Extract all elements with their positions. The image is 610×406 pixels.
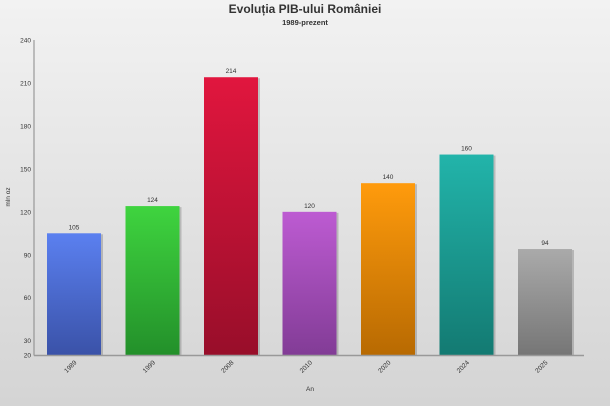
data-label: 160	[461, 146, 472, 153]
y-tick-label: 30	[24, 338, 32, 345]
y-tick-label: 240	[20, 38, 31, 45]
data-label: 214	[226, 68, 237, 75]
y-tick-label: 180	[20, 123, 31, 130]
y-tick-label: 90	[24, 252, 32, 259]
y-tick-label: 120	[20, 209, 31, 216]
chart-subtitle: 1989-prezent	[282, 18, 328, 27]
bar-1999	[125, 206, 180, 355]
data-label: 105	[69, 224, 80, 231]
chart-title: Evoluția PIB-ului României	[229, 2, 382, 16]
x-axis-label: An	[306, 386, 314, 393]
x-tick-label: 2020	[377, 359, 392, 374]
y-tick-label: 60	[24, 295, 32, 302]
x-tick-label: 1999	[142, 359, 157, 374]
y-tick-label: 20	[24, 353, 32, 360]
bar-2024	[439, 154, 494, 355]
data-label: 140	[383, 174, 394, 181]
data-label: 120	[304, 203, 315, 210]
bar-1989	[47, 233, 101, 355]
x-tick-label: 2008	[220, 359, 235, 374]
x-tick-label: 1989	[63, 359, 78, 374]
bar-2008	[204, 77, 258, 356]
x-tick-label: 2025	[534, 359, 549, 374]
bar-2020	[361, 183, 415, 355]
bar-2010	[282, 211, 337, 355]
y-axis-label: mln oz	[5, 187, 12, 206]
y-tick-label: 210	[20, 80, 31, 87]
y-tick-label: 150	[20, 166, 31, 173]
x-tick-label: 2024	[456, 359, 471, 374]
bar-2025	[518, 249, 572, 355]
data-label: 124	[147, 197, 158, 204]
x-tick-label: 2010	[299, 359, 314, 374]
data-label: 94	[541, 240, 549, 247]
